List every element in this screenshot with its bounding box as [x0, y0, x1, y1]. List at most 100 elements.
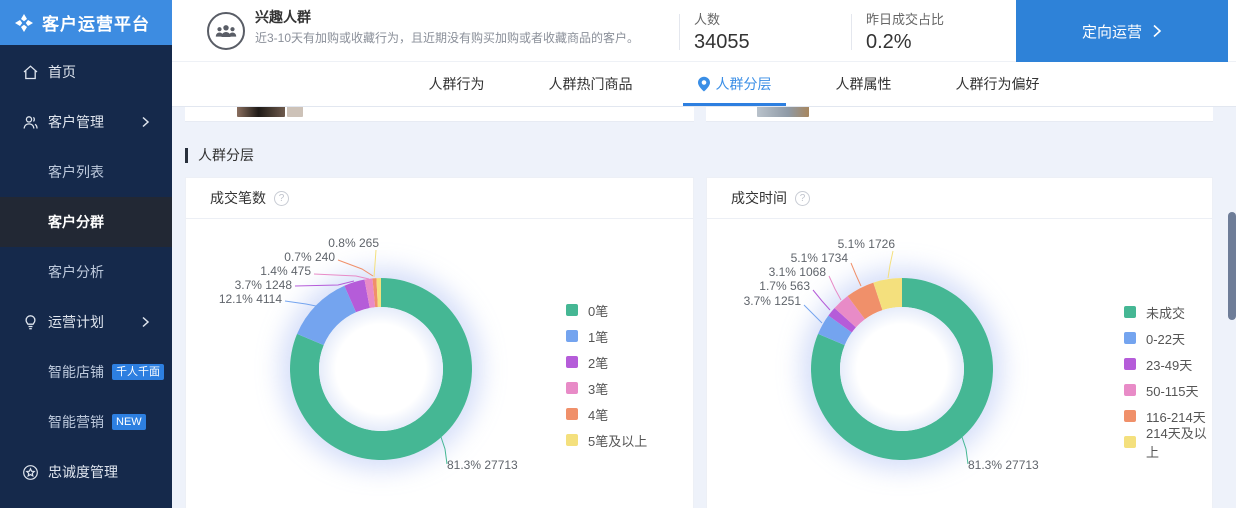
- scrollbar: [1228, 0, 1236, 508]
- targeted-operation-button[interactable]: 定向运营: [1016, 0, 1228, 62]
- donut-slice[interactable]: [828, 307, 857, 333]
- legend-marker: [1124, 332, 1136, 344]
- legend-item[interactable]: 4笔: [566, 401, 647, 427]
- legend-item[interactable]: 3笔: [566, 375, 647, 401]
- legend-marker: [1124, 436, 1136, 448]
- home-icon: [23, 64, 38, 79]
- people-group-icon: [215, 25, 237, 37]
- legend-item[interactable]: 0-22天: [1124, 325, 1212, 351]
- pinwheel-logo-icon: [15, 13, 33, 32]
- legend-label: 23-49天: [1146, 357, 1193, 373]
- label-leader-line: [828, 275, 842, 301]
- stat-people-count: 人数 34055: [694, 9, 750, 54]
- new-badge: NEW: [112, 414, 146, 430]
- legend-item[interactable]: 未成交: [1124, 299, 1212, 325]
- tab-crowd-behavior[interactable]: 人群行为: [429, 62, 485, 106]
- app-title: 客户运营平台: [42, 15, 150, 34]
- legend-item[interactable]: 2笔: [566, 349, 647, 375]
- divider: [679, 14, 680, 50]
- label-leader-line: [337, 259, 374, 277]
- donut-slice[interactable]: [344, 279, 370, 313]
- donut-slice[interactable]: [376, 277, 381, 308]
- legend-item[interactable]: 214天及以上: [1124, 426, 1212, 460]
- tab-crowd-hot-products[interactable]: 人群热门商品: [549, 62, 633, 106]
- stat-value: 0.2%: [866, 31, 912, 53]
- stat-label: 昨日成交占比: [866, 12, 945, 27]
- help-icon[interactable]: ?: [795, 190, 810, 206]
- slice-label: 3.1% 1068: [768, 265, 826, 279]
- sidebar-item-customer-management[interactable]: 客户管理: [0, 97, 172, 147]
- sidebar-item-home[interactable]: 首页: [0, 47, 172, 97]
- tab-crowd-layering[interactable]: 人群分层: [682, 62, 786, 106]
- stat-value: 34055: [694, 31, 750, 53]
- donut-slice[interactable]: [290, 278, 473, 460]
- label-leader-line: [284, 300, 317, 307]
- active-tab-underline: [682, 103, 786, 106]
- legend-item[interactable]: 5笔及以上: [566, 427, 647, 453]
- slice-label: 5.1% 1734: [790, 251, 848, 265]
- audience-group-icon: [207, 12, 245, 50]
- sidebar-item-label: 忠诚度管理: [48, 464, 118, 480]
- product-thumbnail: [287, 107, 303, 117]
- legend-label: 2笔: [588, 355, 609, 371]
- audience-name: 兴趣人群: [255, 9, 311, 25]
- sidebar-item-label: 客户分析: [48, 264, 104, 280]
- label-leader-line: [812, 289, 831, 311]
- sidebar-item-label: 客户管理: [48, 114, 104, 130]
- slice-label: 0.7% 240: [284, 250, 335, 264]
- label-leader-line: [887, 250, 894, 279]
- label-leader-line: [313, 273, 370, 280]
- donut-slice[interactable]: [834, 296, 865, 328]
- chart-card-deal-count: 成交笔数 ? 0.8% 265 0.7% 240 1.4% 475 3.7% 1248…: [185, 177, 694, 508]
- card-header: 成交笔数 ?: [186, 178, 693, 219]
- content-area: 人群分层 成交笔数 ? 0.8% 265 0.7% 240 1.4% 475 3.7%…: [172, 107, 1236, 508]
- audience-info: 兴趣人群 近3-10天有加购或收藏行为，且近期没有购买加购或者收藏商品的客户。: [255, 7, 675, 46]
- legend-item[interactable]: 23-49天: [1124, 351, 1212, 377]
- sidebar-item-loyalty-management[interactable]: 忠诚度管理: [0, 447, 172, 497]
- legend-item[interactable]: 1笔: [566, 323, 647, 349]
- legend-label: 50-115天: [1146, 383, 1199, 399]
- chart-title: 成交时间: [731, 190, 787, 206]
- tab-crowd-behavior-preference[interactable]: 人群行为偏好: [956, 62, 1040, 106]
- sidebar-item-smart-marketing[interactable]: 智能营销 NEW: [0, 397, 172, 447]
- sidebar-item-customer-segmentation[interactable]: 客户分群: [0, 197, 172, 247]
- donut-slice[interactable]: [364, 278, 376, 309]
- app-logo[interactable]: 客户运营平台: [0, 0, 172, 45]
- legend-label: 4笔: [588, 407, 609, 423]
- chart-legend: 0笔 1笔 2笔 3笔 4笔 5笔及以上: [566, 297, 647, 453]
- legend-label: 未成交: [1146, 305, 1186, 321]
- legend-item[interactable]: 116-214天: [1124, 403, 1212, 429]
- tab-label: 人群分层: [715, 76, 772, 92]
- sidebar-item-smart-store[interactable]: 智能店铺 千人千面: [0, 347, 172, 397]
- scrollbar-thumb[interactable]: [1228, 212, 1236, 320]
- audience-description: 近3-10天有加购或收藏行为，且近期没有购买加购或者收藏商品的客户。: [255, 31, 640, 45]
- sidebar-item-customer-list[interactable]: 客户列表: [0, 147, 172, 197]
- help-icon[interactable]: ?: [274, 190, 289, 206]
- loyalty-star-icon: [23, 464, 38, 480]
- card-header: 成交时间 ?: [707, 178, 1212, 219]
- donut-slice[interactable]: [818, 315, 852, 346]
- donut-slice[interactable]: [811, 278, 994, 460]
- legend-item[interactable]: 0笔: [566, 297, 647, 323]
- main-area: 兴趣人群 近3-10天有加购或收藏行为，且近期没有购买加购或者收藏商品的客户。 …: [172, 0, 1236, 508]
- scrolled-card-left: [185, 107, 694, 122]
- location-pin-icon: [697, 76, 710, 92]
- donut-chart-deal-time: 5.1% 1726 5.1% 1734 3.1% 1068 1.7% 563 3.7% …: [707, 219, 1212, 508]
- legend-item[interactable]: 50-115天: [1124, 377, 1212, 403]
- donut-slice[interactable]: [873, 278, 902, 311]
- sidebar-item-customer-analysis[interactable]: 客户分析: [0, 247, 172, 297]
- slice-label: 1.4% 475: [260, 264, 311, 278]
- donut-slice[interactable]: [847, 282, 883, 320]
- section-title-text: 人群分层: [198, 147, 254, 163]
- slice-label: 81.3% 27713: [447, 458, 518, 472]
- sidebar-item-operation-plan[interactable]: 运营计划: [0, 297, 172, 347]
- donut-slice[interactable]: [372, 278, 378, 308]
- legend-label: 214天及以上: [1146, 426, 1207, 460]
- slice-label: 0.8% 265: [328, 236, 379, 250]
- tab-crowd-attributes[interactable]: 人群属性: [836, 62, 892, 106]
- scrolled-card-right: [706, 107, 1213, 122]
- donut-slice[interactable]: [297, 285, 357, 346]
- label-leader-line: [294, 280, 355, 287]
- label-leader-line: [438, 430, 448, 465]
